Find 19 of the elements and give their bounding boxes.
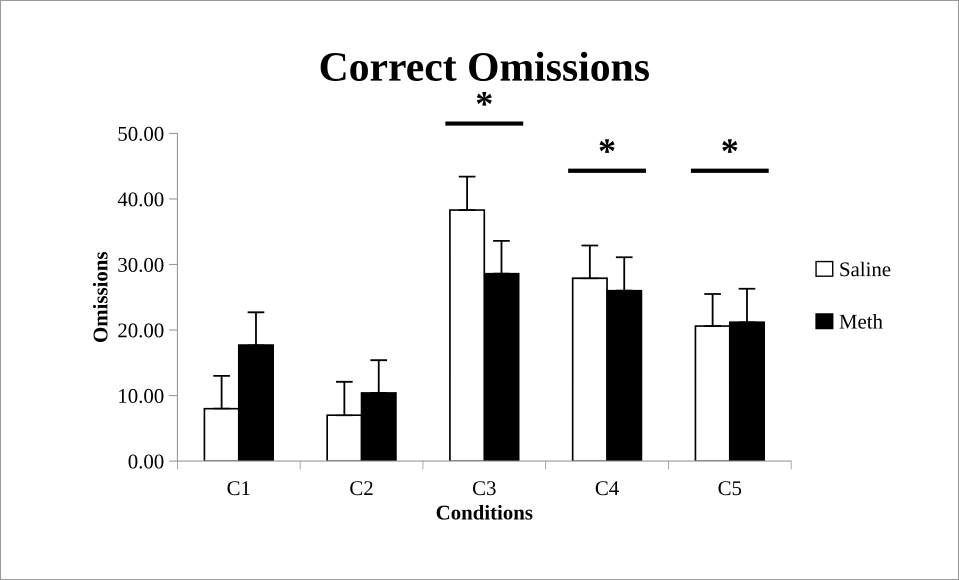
annotation: * <box>600 139 615 153</box>
text: * <box>476 92 492 106</box>
y-tick-label: 40.00 <box>118 192 164 206</box>
annotation: * <box>722 139 738 153</box>
x-axis-title: Conditions <box>436 504 532 520</box>
y-tick-label: 0.00 <box>128 454 164 469</box>
x-tick-label: C3 <box>472 481 496 496</box>
legend-label: Meth <box>840 314 883 329</box>
y-tick-label: 20.00 <box>118 323 164 338</box>
chart-title: Correct Omissions <box>320 52 649 82</box>
x-tick-label: C1 <box>227 481 250 496</box>
y-axis-title: Omissions <box>92 252 108 342</box>
x-tick-label: C5 <box>718 481 742 496</box>
y-tick-label: 10.00 <box>119 388 164 404</box>
y-tick-label: 30.00 <box>118 258 164 272</box>
x-tick-label: C4 <box>596 481 619 496</box>
x-tick-label: C2 <box>350 481 373 496</box>
legend-label: Saline <box>840 262 890 276</box>
y-tick-label: 50.00 <box>118 126 164 141</box>
